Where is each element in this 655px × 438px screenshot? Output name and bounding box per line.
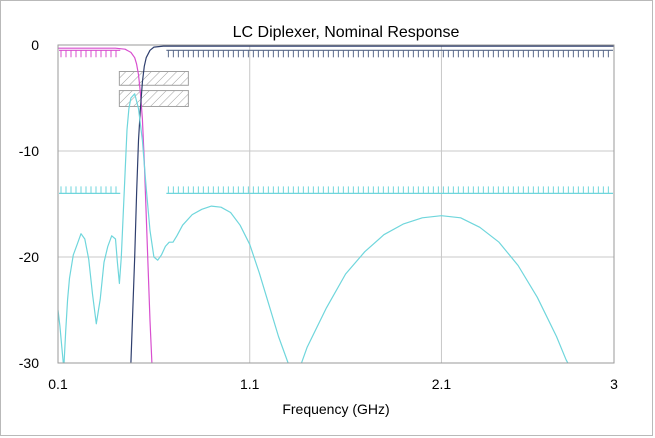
x-tick-label: 2.1 (432, 376, 452, 392)
y-tick-label: 0 (31, 37, 39, 53)
y-tick-label: -20 (19, 249, 39, 265)
hatched-spec-box (118, 71, 189, 86)
axis-labels: 0.1 1.1 2.1 3 0 -10 -20 -30 (19, 37, 618, 392)
y-tick-label: -30 (19, 355, 39, 371)
series-line-2 (58, 93, 289, 363)
y-tick-label: -10 (19, 143, 39, 159)
grid (58, 45, 614, 363)
x-axis-label: Frequency (GHz) (282, 401, 389, 417)
spec-mask (59, 49, 121, 58)
spec-mask (59, 186, 121, 194)
plot-area-border (57, 44, 615, 364)
x-tick-label: 3 (610, 376, 618, 392)
x-tick-label: 0.1 (48, 376, 68, 392)
spec-mask (166, 49, 613, 58)
series-line-3 (300, 215, 569, 363)
series-line-0 (58, 47, 153, 363)
chart-title: LC Diplexer, Nominal Response (233, 24, 460, 41)
spec-mask (166, 186, 613, 194)
series-group (58, 45, 614, 363)
x-tick-label: 1.1 (240, 376, 260, 392)
series-line-1 (130, 45, 614, 363)
